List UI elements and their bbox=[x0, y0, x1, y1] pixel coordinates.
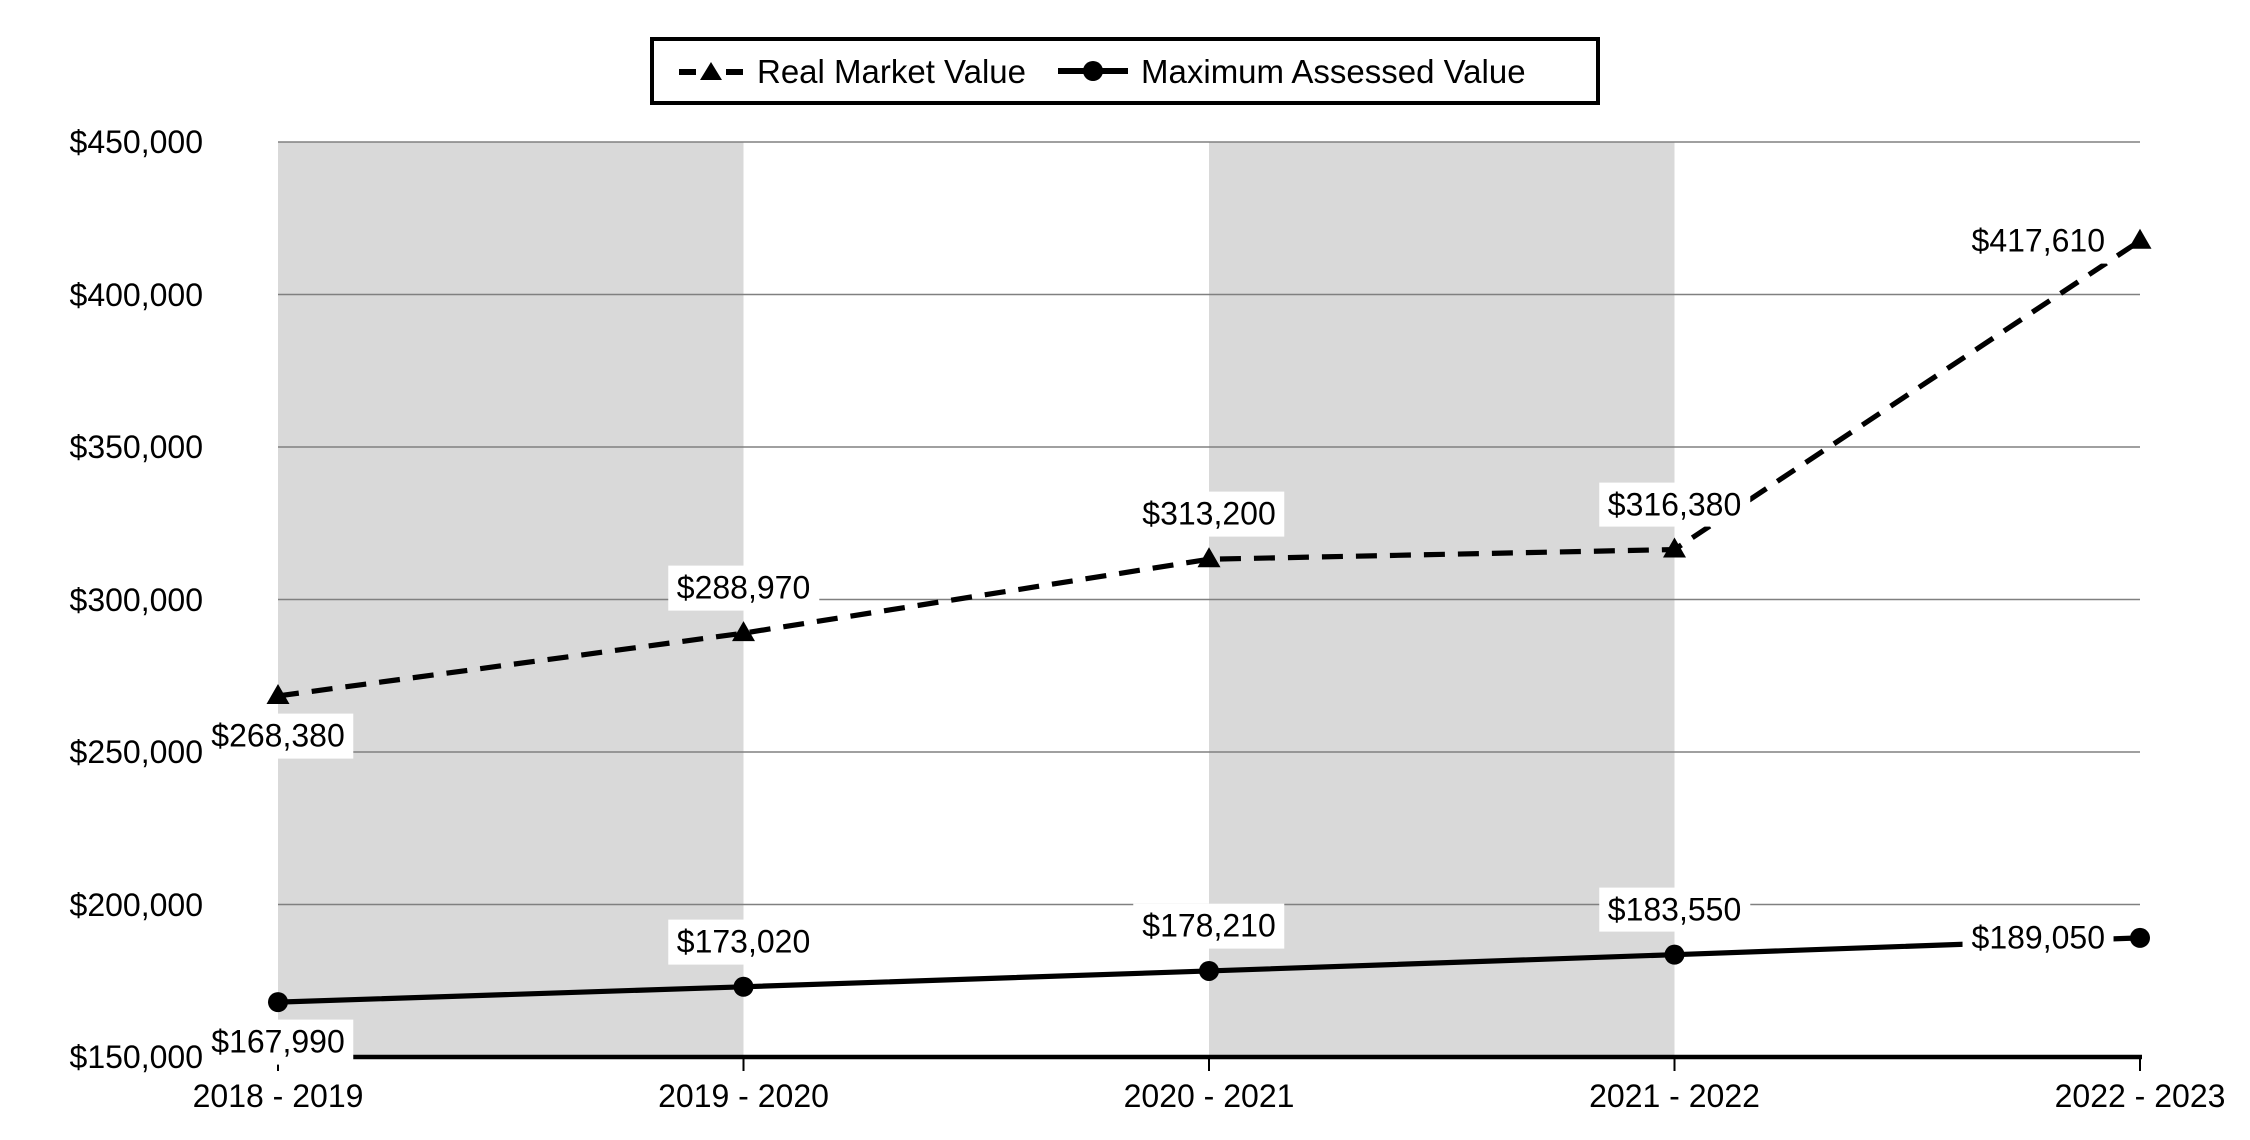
dashed-line-triangle-marker-icon bbox=[679, 62, 743, 80]
circle-marker bbox=[733, 976, 754, 997]
legend-label-real-market-value: Real Market Value bbox=[757, 52, 1027, 90]
series-line-real-market-value bbox=[277, 238, 2142, 699]
circle-marker bbox=[1664, 944, 1685, 965]
legend-item-real-market-value: Real Market Value bbox=[678, 55, 1026, 88]
triangle-marker bbox=[2128, 228, 2152, 249]
triangle-marker bbox=[1197, 547, 1221, 568]
legend-item-maximum-assessed-value: Maximum Assessed Value bbox=[1058, 55, 1526, 88]
circle-marker bbox=[2130, 927, 2150, 948]
solid-line-circle-marker-icon bbox=[1058, 61, 1129, 81]
triangle-marker bbox=[732, 621, 755, 642]
legend-label-maximum-assessed-value: Maximum Assessed Value bbox=[1141, 52, 1526, 90]
circle-marker bbox=[1199, 960, 1219, 981]
triangle-marker bbox=[1663, 537, 1686, 558]
circle-marker bbox=[268, 992, 288, 1013]
legend: Real Market Value Maximum Assessed Value bbox=[650, 37, 1600, 105]
triangle-marker bbox=[266, 683, 290, 704]
